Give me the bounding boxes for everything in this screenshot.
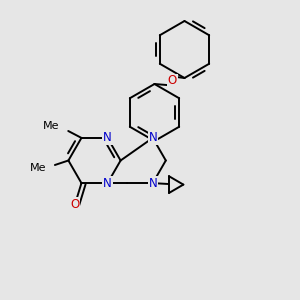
Text: N: N (103, 131, 112, 144)
Text: O: O (168, 74, 177, 88)
Text: N: N (103, 177, 112, 190)
Text: Me: Me (29, 163, 46, 173)
Text: Me: Me (44, 122, 60, 131)
Text: O: O (70, 198, 80, 211)
Text: N: N (148, 177, 157, 190)
Text: N: N (148, 131, 157, 144)
